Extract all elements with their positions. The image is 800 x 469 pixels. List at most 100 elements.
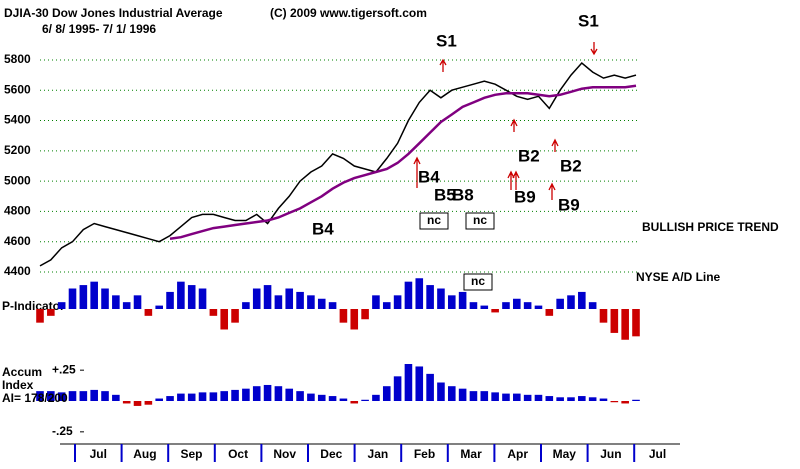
bar (632, 309, 640, 337)
series-line (39, 61, 637, 267)
annotation: S1 (578, 11, 599, 30)
x-tick-label: Nov (273, 447, 296, 461)
bar (426, 285, 434, 309)
bar (263, 285, 272, 309)
bar (231, 309, 239, 323)
bar (47, 309, 55, 316)
annotation: nc (427, 213, 441, 227)
bar (599, 398, 608, 401)
bar (458, 291, 467, 309)
y-tick-label: 4600 (4, 234, 31, 248)
bar (339, 309, 348, 323)
bar (632, 399, 640, 401)
y-tick-label: 5600 (4, 82, 31, 96)
bar (296, 391, 304, 401)
bar (112, 394, 120, 401)
annotation: BULLISH PRICE TREND (642, 220, 779, 234)
annotation: S1 (436, 31, 457, 50)
p-indicator-label: P-Indicator (2, 299, 65, 313)
bar (567, 397, 575, 401)
bar (252, 386, 261, 401)
bar (317, 394, 326, 401)
nc-box (465, 212, 495, 230)
series-line (169, 84, 637, 240)
bar (491, 392, 499, 401)
bar (393, 376, 402, 401)
bar (187, 393, 196, 401)
bar (101, 391, 109, 401)
bar (523, 302, 532, 309)
bar (57, 302, 66, 309)
bar (155, 305, 163, 309)
bar (361, 309, 369, 320)
bar (242, 388, 250, 401)
annotation: B8 (452, 185, 474, 204)
bar (556, 397, 564, 401)
annotation: nc (473, 213, 487, 227)
bar (274, 386, 283, 401)
bar (144, 309, 153, 316)
bar (209, 309, 218, 316)
x-tick-label: Sep (180, 447, 202, 461)
x-tick-label: Aug (133, 447, 156, 461)
y-tick-label: 4800 (4, 204, 31, 218)
bar (545, 309, 554, 316)
bar (545, 396, 554, 401)
bar (447, 386, 456, 401)
y-tick-label: 5000 (4, 173, 31, 187)
bar (133, 401, 142, 406)
bar (263, 384, 272, 401)
x-tick-label: Mar (460, 447, 482, 461)
bar (350, 401, 359, 404)
bar (47, 391, 55, 401)
bar (328, 396, 337, 401)
bar (437, 288, 445, 309)
bar (610, 309, 619, 333)
bar (567, 295, 575, 309)
bar (578, 291, 586, 309)
bar (534, 305, 543, 309)
title: DJIA-30 Dow Jones Industrial Average (4, 6, 223, 20)
y-tick-label: -.25 (52, 424, 73, 438)
bar (599, 309, 608, 323)
annotation: B9 (514, 187, 536, 206)
bar (610, 401, 619, 403)
bar (166, 291, 174, 309)
bar (79, 285, 88, 309)
x-tick-label: Apr (507, 447, 528, 461)
bar (144, 401, 153, 405)
bar (155, 398, 163, 401)
annotation: B5 (434, 185, 456, 204)
bar (36, 391, 44, 401)
bar (588, 302, 597, 309)
bar (350, 309, 359, 330)
y-tick-label: 5200 (4, 143, 31, 157)
bar (166, 396, 174, 401)
x-tick-label: Jun (600, 447, 621, 461)
nc-box (419, 212, 449, 230)
bar (177, 393, 185, 401)
bar (556, 298, 564, 309)
bar (578, 396, 586, 401)
x-tick-label: May (553, 447, 577, 461)
annotation: B2 (560, 156, 582, 175)
x-tick-label: Dec (320, 447, 342, 461)
bar (133, 295, 142, 309)
bar (588, 397, 597, 401)
bar (177, 281, 185, 309)
bar (523, 394, 532, 401)
bar (480, 305, 489, 309)
y-tick-label: +.25 (52, 362, 76, 376)
bar (491, 309, 499, 313)
bar (307, 393, 315, 401)
nc-box (463, 273, 493, 291)
bar (534, 394, 543, 401)
bar (480, 391, 489, 401)
x-tick-label: Jul (90, 447, 107, 461)
bar (285, 288, 294, 309)
x-tick-label: Jul (649, 447, 666, 461)
bar (382, 302, 391, 309)
date-range: 6/ 8/ 1995- 7/ 1/ 1996 (42, 22, 156, 36)
bar (469, 302, 478, 309)
